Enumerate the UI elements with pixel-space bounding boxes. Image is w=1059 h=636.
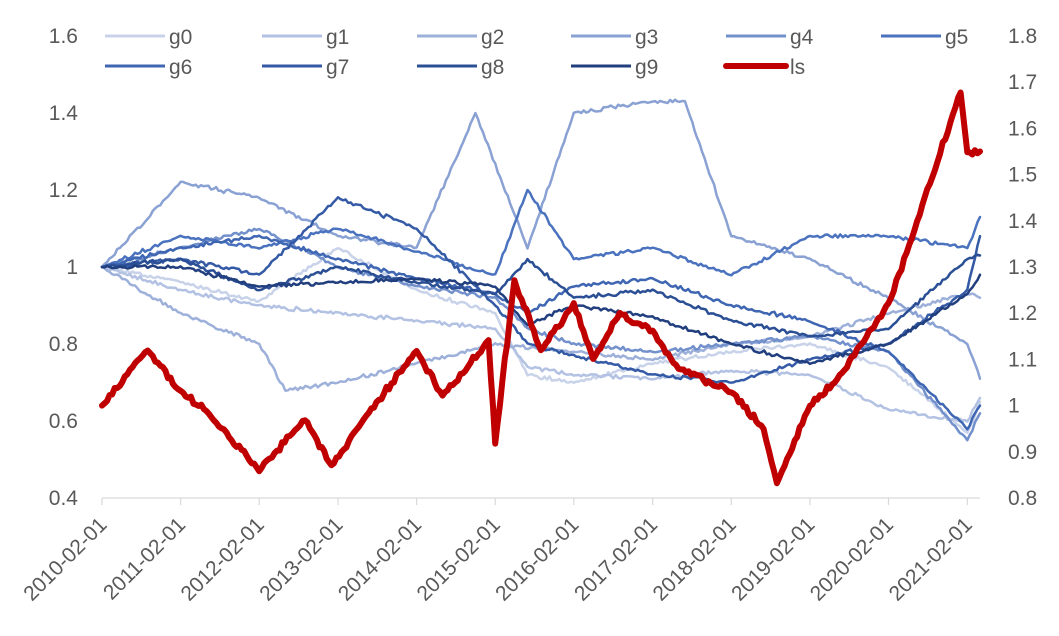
legend-label-g1: g1 xyxy=(326,26,349,49)
legend-label-g0: g0 xyxy=(169,26,192,49)
legend: g0 g1 g2 g3 g4 g5 g6 g7 g8 g9 ls xyxy=(105,26,968,79)
legend-label-g6: g6 xyxy=(169,56,192,79)
y-right-tick-label: 1.4 xyxy=(1008,210,1038,233)
legend-label-g4: g4 xyxy=(790,26,814,49)
legend-label-g8: g8 xyxy=(481,56,504,79)
y-left-tick-label: 1.4 xyxy=(49,102,79,125)
y-right-tick-label: 1.3 xyxy=(1008,256,1037,279)
series-line-g6 xyxy=(100,234,982,431)
x-tick-label: 2020-02-01 xyxy=(806,513,898,605)
series-line-g9 xyxy=(100,263,982,366)
x-tick-label: 2015-02-01 xyxy=(413,513,505,605)
x-tick-label: 2021-02-01 xyxy=(885,513,977,605)
series-line-g3 xyxy=(100,98,982,380)
x-tick-label: 2010-02-01 xyxy=(19,513,111,605)
y-right-tick-label: 0.9 xyxy=(1008,441,1037,464)
series-line-ls xyxy=(99,89,983,487)
legend-label-g5: g5 xyxy=(945,26,968,49)
x-tick-label: 2014-02-01 xyxy=(334,513,426,605)
y-right-tick-label: 1.5 xyxy=(1008,164,1037,187)
legend-label-g7: g7 xyxy=(326,56,349,79)
y-right-tick-label: 1.7 xyxy=(1008,71,1037,94)
legend-label-ls: ls xyxy=(790,56,805,79)
y-right-tick-label: 1.6 xyxy=(1008,117,1037,140)
series-line-g5 xyxy=(100,188,982,277)
y-left-tick-label: 0.4 xyxy=(49,487,79,510)
legend-label-g3: g3 xyxy=(635,26,658,49)
y-left-tick-label: 0.8 xyxy=(49,333,78,356)
y-right-tick-label: 1.2 xyxy=(1008,302,1037,325)
x-tick-label: 2019-02-01 xyxy=(727,513,819,605)
legend-label-g2: g2 xyxy=(481,26,504,49)
x-tick-label: 2012-02-01 xyxy=(177,513,269,605)
y-right-tick-label: 1 xyxy=(1008,395,1020,418)
y-left-tick-label: 1 xyxy=(66,256,78,279)
series-line-g8 xyxy=(100,253,982,338)
series-line-g0 xyxy=(100,246,982,434)
series-line-g2 xyxy=(100,265,982,392)
y-right-tick-label: 1.1 xyxy=(1008,348,1037,371)
y-left-tick-label: 1.6 xyxy=(49,25,78,48)
x-tick-label: 2018-02-01 xyxy=(649,513,741,605)
x-tick-label: 2017-02-01 xyxy=(570,513,662,605)
x-tick-label: 2011-02-01 xyxy=(99,513,190,604)
x-tick-label: 2013-02-01 xyxy=(255,513,347,605)
series-layer xyxy=(99,89,983,487)
y-left-tick-label: 0.6 xyxy=(49,410,78,433)
y-right-tick-label: 0.8 xyxy=(1008,487,1037,510)
x-tick-label: 2016-02-01 xyxy=(491,513,583,605)
y-left-tick-label: 1.2 xyxy=(49,179,78,202)
legend-label-g9: g9 xyxy=(635,56,658,79)
series-line-g4 xyxy=(100,227,982,442)
y-right-tick-label: 1.8 xyxy=(1008,25,1037,48)
